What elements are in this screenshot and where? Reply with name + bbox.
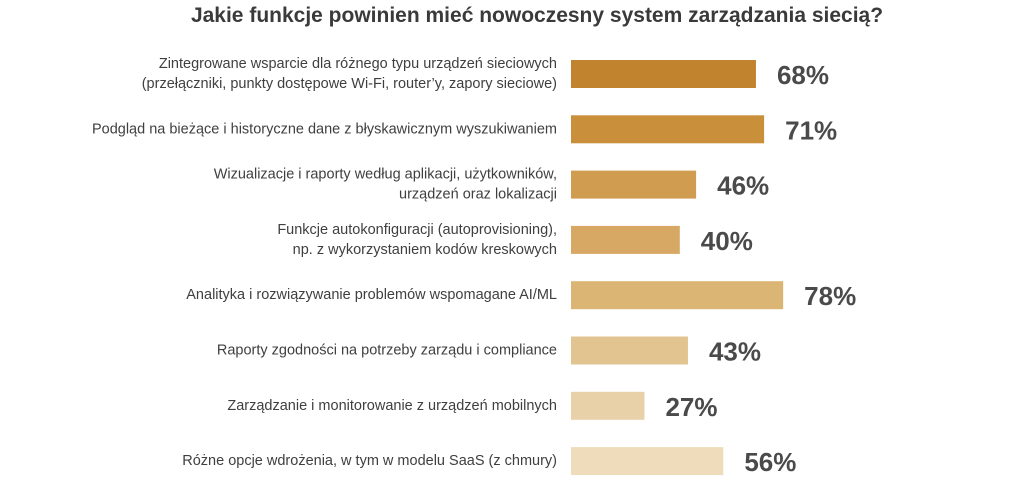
category-label-line: np. z wykorzystaniem kodów kreskowych	[293, 242, 557, 258]
category-label: Funkcje autokonfiguracji (autoprovisioni…	[277, 222, 557, 258]
category-label: Wizualizacje i raporty według aplikacji,…	[214, 167, 557, 203]
category-label-line: Różne opcje wdrożenia, w tym w modelu Sa…	[182, 453, 557, 469]
value-label: 46%	[717, 171, 769, 201]
bars-layer: Zintegrowane wsparcie dla różnego typu u…	[92, 56, 856, 477]
category-label: Analityka i rozwiązywanie problemów wspo…	[186, 287, 557, 303]
category-label-line: (przełączniki, punkty dostępowe Wi-Fi, r…	[142, 76, 557, 92]
value-label: 56%	[744, 447, 796, 477]
value-label: 27%	[665, 392, 717, 422]
bar	[571, 391, 645, 420]
category-label-line: Zintegrowane wsparcie dla różnego typu u…	[159, 56, 557, 72]
category-label: Podgląd na bieżące i historyczne dane z …	[92, 121, 557, 137]
value-label: 43%	[709, 337, 761, 367]
bar	[571, 447, 724, 476]
category-label: Zintegrowane wsparcie dla różnego typu u…	[142, 56, 557, 92]
category-label: Różne opcje wdrożenia, w tym w modelu Sa…	[182, 453, 557, 469]
category-label-line: Zarządzanie i monitorowanie z urządzeń m…	[227, 398, 557, 414]
chart-title: Jakie funkcje powinien mieć nowoczesny s…	[190, 4, 884, 27]
value-label: 78%	[804, 281, 856, 311]
bar	[571, 170, 697, 199]
category-label-line: Raporty zgodności na potrzeby zarządu i …	[217, 343, 557, 359]
value-label: 68%	[777, 60, 829, 90]
bar	[571, 225, 680, 254]
bar	[571, 336, 688, 365]
category-label: Raporty zgodności na potrzeby zarządu i …	[217, 343, 557, 359]
category-label: Zarządzanie i monitorowanie z urządzeń m…	[227, 398, 557, 414]
value-label: 40%	[701, 226, 753, 256]
value-label: 71%	[785, 115, 837, 145]
bar	[571, 281, 784, 310]
category-label-line: Wizualizacje i raporty według aplikacji,…	[214, 167, 557, 183]
bar	[571, 60, 756, 88]
category-label-line: Podgląd na bieżące i historyczne dane z …	[92, 121, 557, 137]
bar	[571, 115, 765, 144]
category-label-line: Analityka i rozwiązywanie problemów wspo…	[186, 287, 557, 303]
category-label-line: Funkcje autokonfiguracji (autoprovisioni…	[277, 222, 557, 238]
category-label-line: urządzeń oraz lokalizacji	[399, 187, 557, 203]
